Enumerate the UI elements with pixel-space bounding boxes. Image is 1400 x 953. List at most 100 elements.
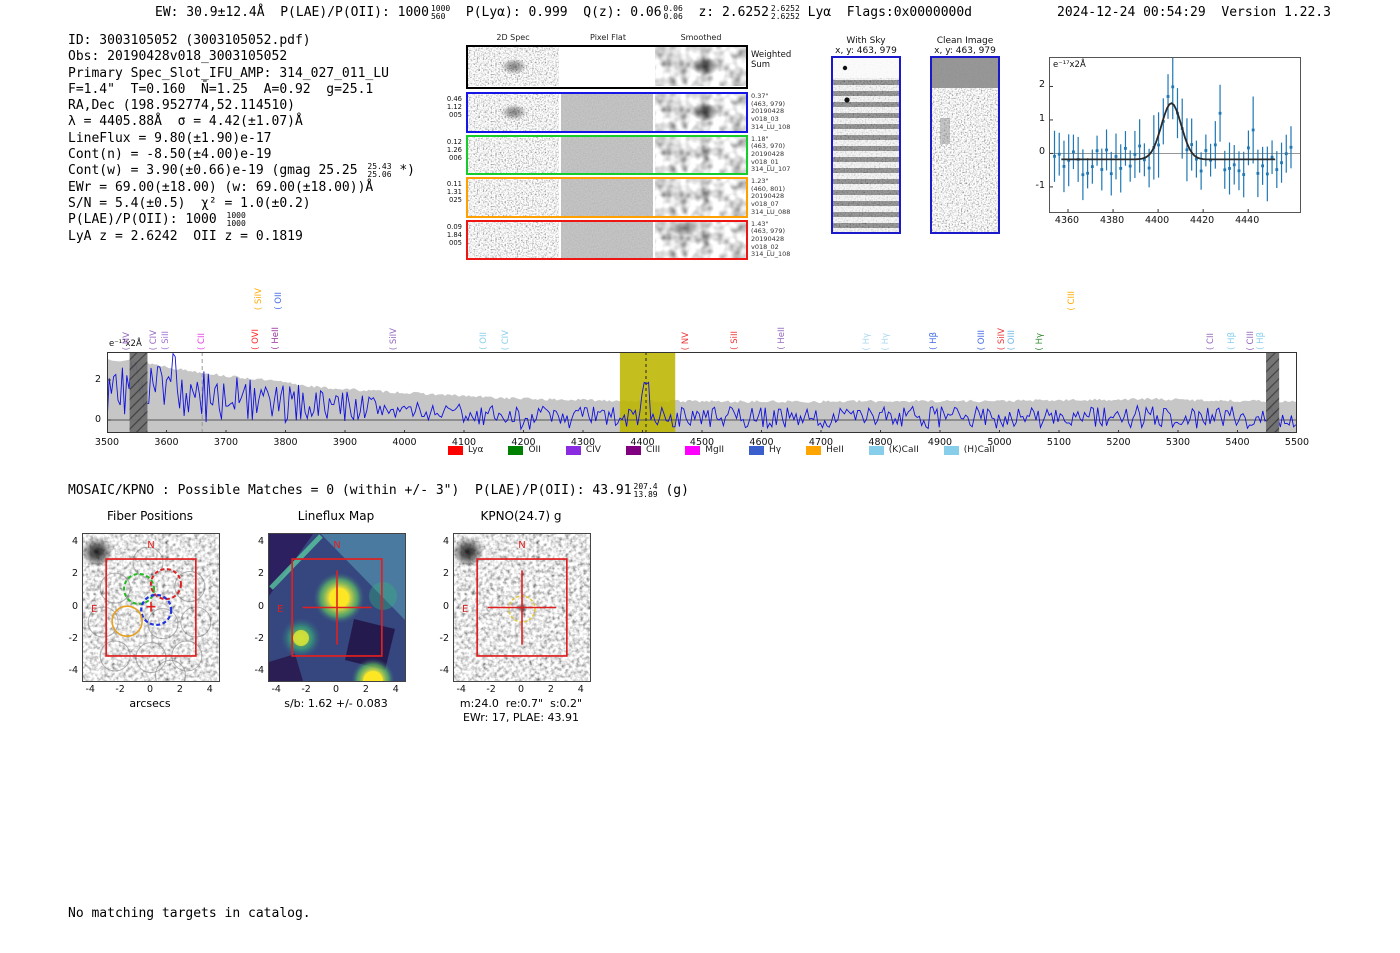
emission-line-marker-siiv: ( SiIV (389, 328, 399, 350)
sky-panel-subtitle: x, y: 463, 979 (835, 46, 897, 56)
scale-value: 0.09 (446, 222, 462, 231)
marker-bracket: ( (160, 343, 171, 350)
cutout-caption: s/b: 1.62 +/- 0.083 (284, 697, 388, 710)
marker-label: NV (681, 331, 692, 344)
emission-line-marker-oii: ( OII (479, 332, 489, 350)
report-datetime: 2024-12-24 00:54:29 (1057, 5, 1206, 20)
fiber-info: v018_02 (751, 242, 779, 251)
frac-sub: 1000 (226, 219, 246, 229)
marker-label: OVI (250, 329, 261, 344)
axis-tick-label: 5500 (1284, 437, 1310, 448)
scale-value: 0.11 (446, 180, 462, 188)
cutout-image (468, 221, 560, 258)
frac-sub: 25.06 (367, 170, 392, 180)
marker-label: CIV (500, 329, 511, 344)
axis-tick-label: -1 (1035, 179, 1045, 191)
emission-line-marker-ciii: ( CIII (1246, 331, 1256, 351)
sky-panel-title: Clean Image (936, 36, 994, 46)
axis-tick-label: 4 (577, 684, 584, 695)
scale-value: 005 (449, 111, 462, 120)
info-text: LineFlux = 9.80(±1.90)e-17 (68, 130, 272, 146)
axis-tick-label: 0 (71, 600, 78, 612)
axis-tick-label: 3500 (94, 437, 120, 448)
fiber-info: 20190428 (751, 149, 785, 158)
emission-line-marker-civ: ( CIV (501, 330, 511, 350)
legend-swatch (685, 445, 701, 455)
compass-n: N (147, 540, 154, 551)
marker-label: NV (121, 331, 132, 344)
cutout-image (654, 136, 746, 173)
marker-bracket: ( (1255, 343, 1266, 350)
axis-tick-label: 0 (332, 684, 340, 695)
marker-bracket: ( (121, 343, 132, 350)
scale-value: 006 (449, 153, 462, 162)
spec2d-cell-pixelflat (561, 136, 653, 173)
info-text: Primary Spec_Slot_IFU_AMP: 314_027_011_L… (68, 65, 389, 81)
cutout-image (468, 94, 560, 131)
spec2d-cell-smoothed (654, 221, 746, 258)
axis-tick-label: -4 (85, 684, 95, 695)
spec2d-cell-smoothed (654, 47, 746, 86)
scale-value: 025 (449, 196, 462, 205)
axis-tick-label: 4380 (1099, 215, 1125, 226)
emission-line-marker-civ: ( CIV (149, 330, 159, 350)
spec2d-row (466, 219, 748, 260)
emission-line-marker-oii: ( OII (274, 292, 284, 310)
legend-swatch (448, 445, 463, 455)
spec2d-row-right-label: 0.37" (463, 979) 20190428 v018_03 314_LU_108 (751, 92, 790, 132)
axis-tick-label: 4800 (868, 437, 893, 448)
axis-tick-label: -2 (115, 684, 125, 695)
compass-e: E (462, 604, 468, 615)
axis-tick-label: 0 (146, 684, 154, 695)
emission-line-marker-hγ: ( Hγ (881, 333, 891, 350)
legend-swatch (625, 445, 641, 455)
frac-sub: 2.6252 (770, 12, 800, 21)
marker-bracket: ( (776, 343, 787, 350)
axis-tick-label: 4600 (749, 437, 774, 448)
weighted-sum-label-line: Sum (751, 60, 771, 70)
spec2d-cell-pixelflat (561, 221, 653, 258)
legend-label: OII (528, 445, 541, 455)
cutout-caption: m:24.0 re:0.7" s:0.2" (459, 697, 583, 710)
header-z: z: 2.6252 (682, 5, 769, 20)
marker-bracket: ( (388, 343, 399, 350)
axis-tick-label: 4100 (451, 437, 477, 448)
info-line: P(LAE)/P(OII): 1000 1000 1000 (68, 212, 415, 228)
info-line: Primary Spec_Slot_IFU_AMP: 314_027_011_L… (68, 66, 415, 82)
header-meta: 2024-12-24 00:54:29 Version 1.22.3 (1057, 5, 1331, 20)
info-text: LyA z = 2.6242 OII z = 0.1819 (68, 228, 303, 244)
axis-tick-label: -2 (68, 632, 78, 644)
spec2d-cell-smoothed (654, 94, 746, 131)
axis-tick-label: 3800 (273, 437, 298, 448)
cutout-title: Fiber Positions (106, 509, 194, 523)
frac-sup: 1000 (226, 211, 246, 221)
header-plae-frac: 1000 560 (431, 5, 450, 21)
marker-label: CIII (1067, 290, 1078, 304)
marker-bracket: ( (500, 343, 511, 350)
spec2d-row-right-label: 1.23" (460, 801) 20190428 v018_07 314_LU_088 (751, 177, 790, 217)
cutout-xlabel: arcsecs (129, 697, 171, 710)
emission-line-marker-hγ: ( Hγ (1035, 333, 1045, 350)
marker-label: CIII (1245, 330, 1256, 344)
scale-value: 005 (449, 238, 462, 247)
fiber-info: (460, 801) (751, 184, 786, 193)
inset-plot-area (1049, 57, 1301, 213)
footer-note: No matching targets in catalog. (68, 906, 311, 921)
legend-item-oii: OII (508, 445, 541, 455)
axis-tick-label: 4360 (1054, 215, 1080, 226)
emission-line-marker-ciii: ( CIII (1067, 291, 1077, 311)
compass-n: N (333, 540, 340, 551)
compass-e: E (91, 604, 97, 615)
cutout-image: NE (83, 534, 219, 681)
cutout-image (833, 58, 899, 232)
axis-tick-label: -4 (439, 665, 449, 677)
marker-bracket: ( (478, 343, 489, 350)
mosaic-frac: 207.4 13.89 (634, 483, 658, 499)
frac-sup: 25.43 (367, 162, 392, 172)
fiber-info: 1.23" (751, 177, 769, 185)
axis-tick-label: 4440 (1235, 215, 1260, 226)
info-text: F=1.4" T=0.160 N̄=1.25 A=0.92 g=25.1 (68, 81, 374, 97)
emission-line-marker-ovi: ( OVI (251, 329, 261, 350)
info-line: F=1.4" T=0.160 N̄=1.25 A=0.92 g=25.1 (68, 82, 415, 98)
